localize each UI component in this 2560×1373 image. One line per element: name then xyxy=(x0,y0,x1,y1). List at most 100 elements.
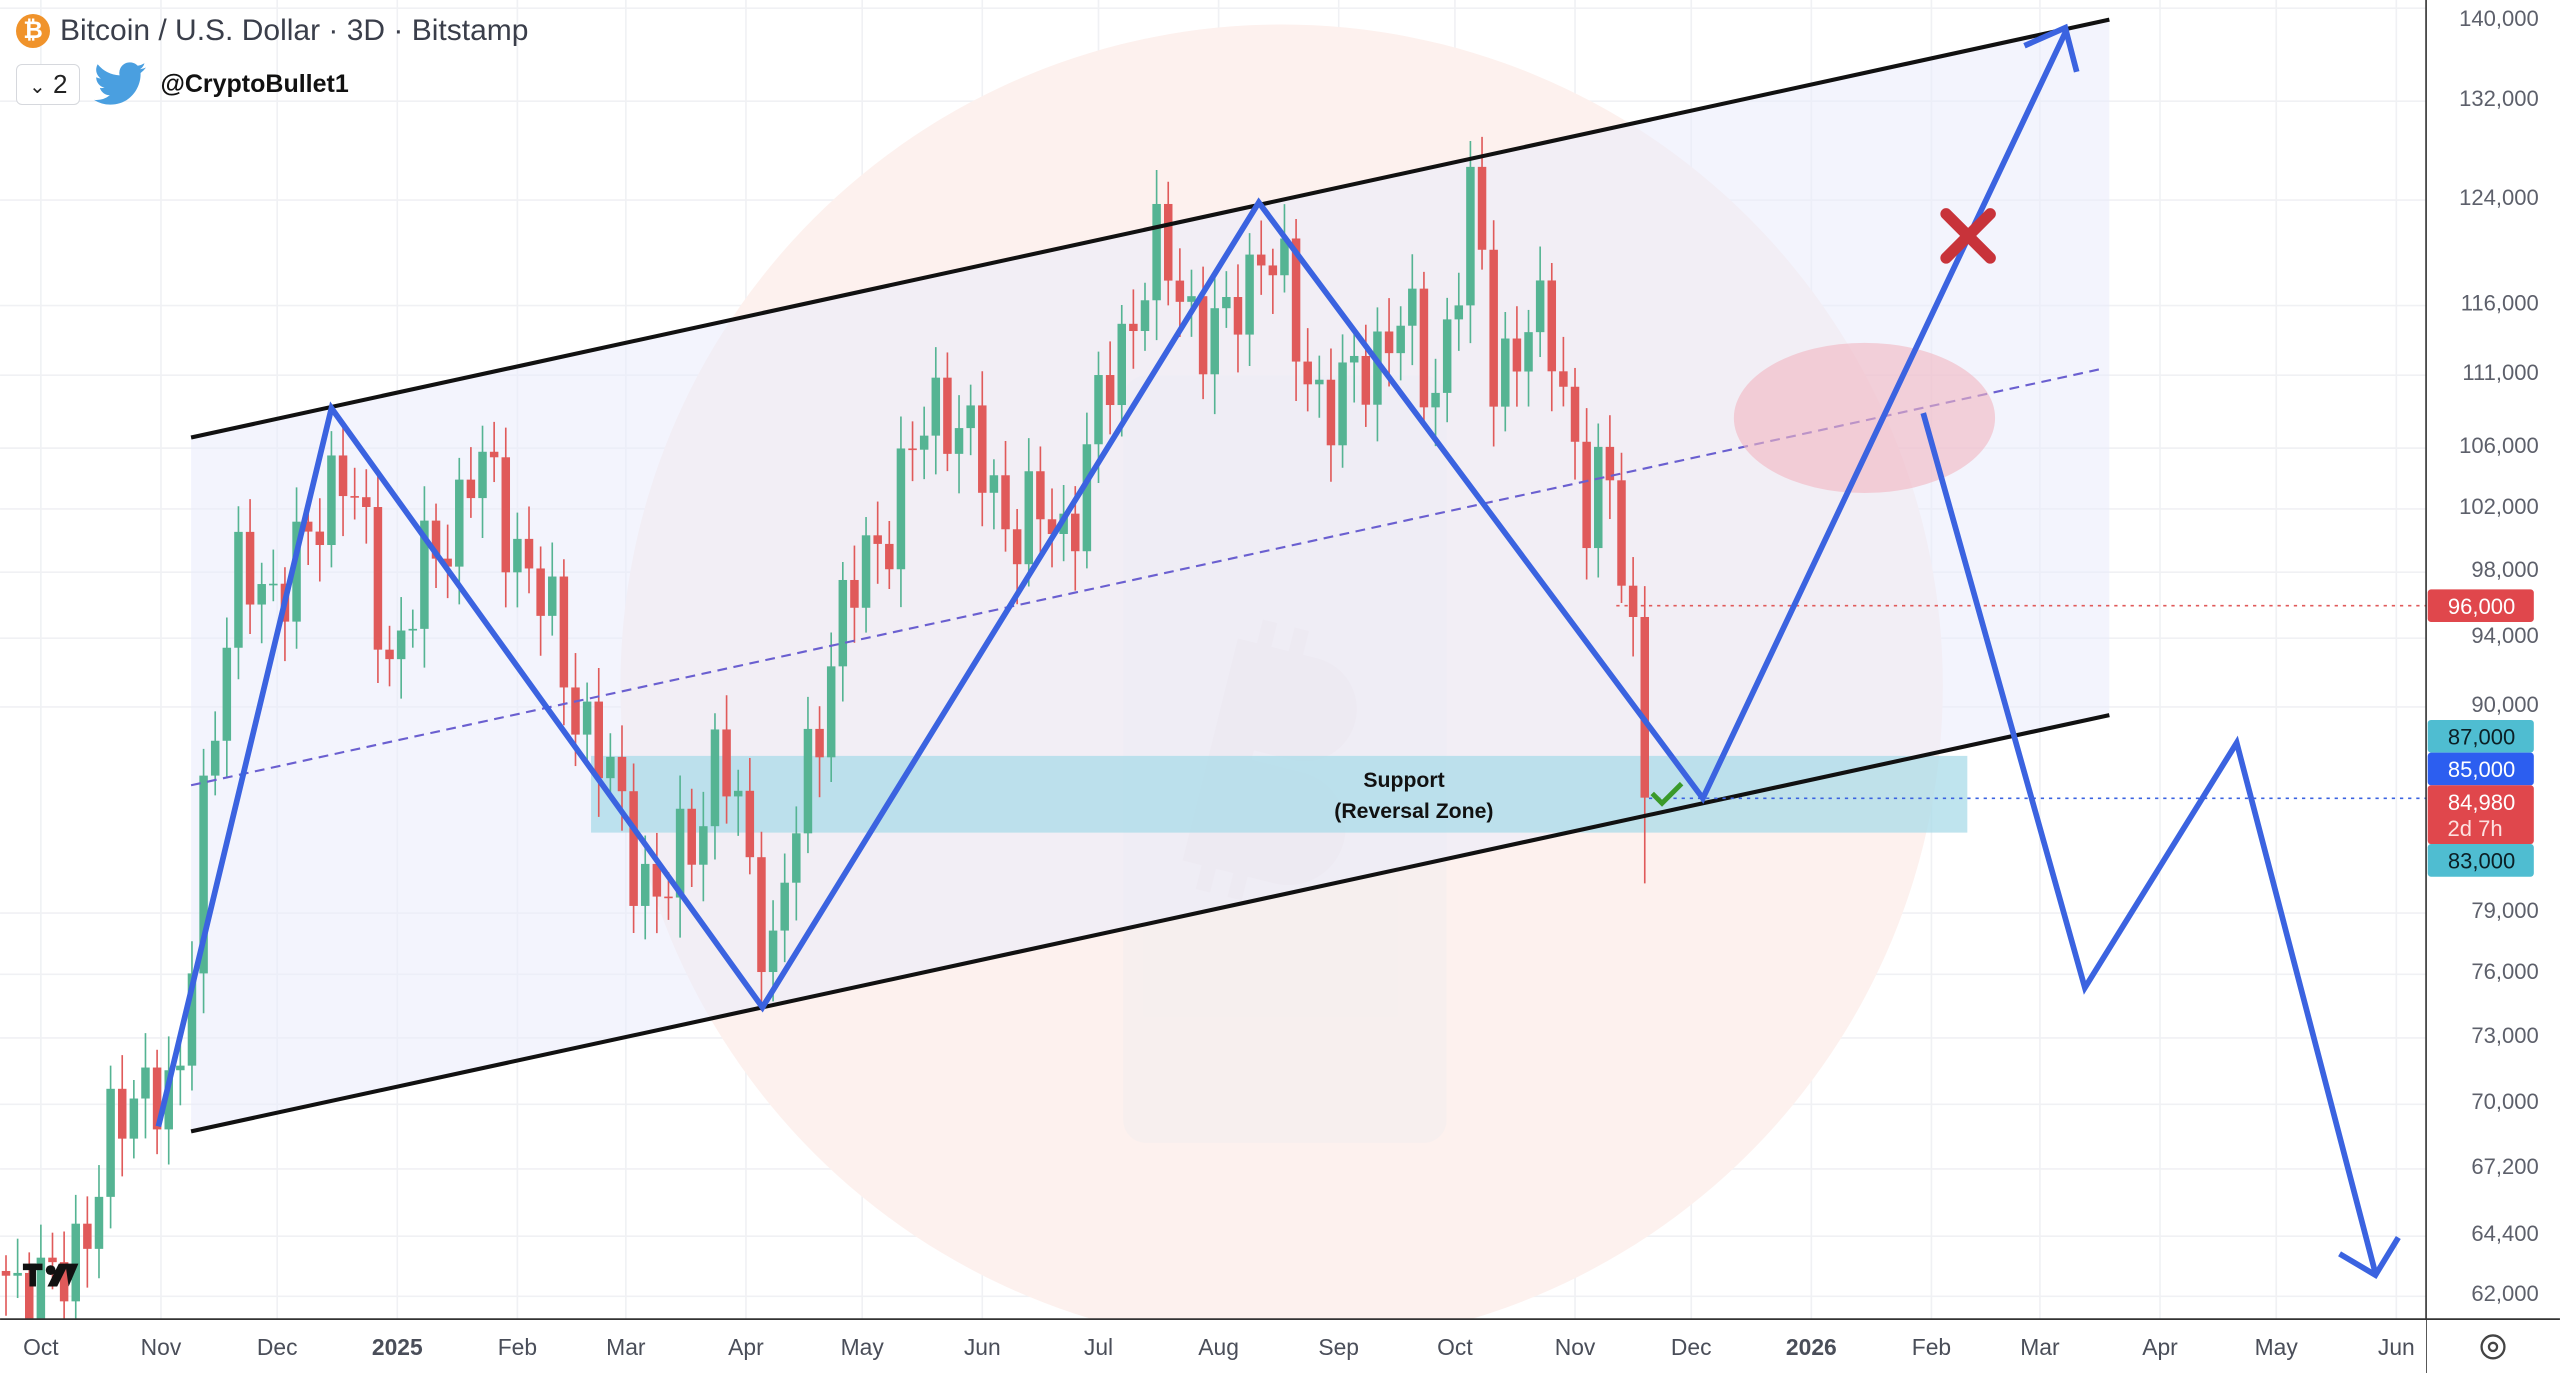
candle xyxy=(1512,306,1522,407)
candle xyxy=(257,562,266,644)
candle xyxy=(1233,264,1243,373)
candle xyxy=(152,1049,162,1155)
channel-lower-line[interactable] xyxy=(190,713,2110,1134)
support-zone[interactable] xyxy=(591,755,1968,833)
settings-icon[interactable] xyxy=(2480,1334,2506,1360)
y-tick-label: 73,000 xyxy=(2471,1023,2538,1048)
candle xyxy=(548,542,557,636)
candle xyxy=(919,406,929,480)
candle xyxy=(222,617,232,779)
candle xyxy=(768,900,778,1002)
candle xyxy=(1442,297,1452,423)
x-tick-label: Nov xyxy=(141,1334,182,1360)
candle xyxy=(1047,488,1057,568)
y-tick-label: 70,000 xyxy=(2471,1089,2538,1114)
arrow-head-up-icon xyxy=(2023,23,2080,73)
candle xyxy=(1617,452,1626,603)
candle xyxy=(373,475,383,684)
svg-text:84,980: 84,980 xyxy=(2448,790,2515,815)
price-axis[interactable] xyxy=(2426,0,2560,1320)
x-tick-label: Mar xyxy=(606,1334,646,1360)
y-tick-label: 64,400 xyxy=(2471,1221,2538,1246)
candle xyxy=(1001,440,1010,552)
x-tick-label: Apr xyxy=(2142,1334,2178,1360)
y-tick-label: 94,000 xyxy=(2471,623,2538,648)
x-tick-label: Feb xyxy=(498,1334,537,1360)
svg-text:83,000: 83,000 xyxy=(2448,849,2515,874)
y-tick-label: 116,000 xyxy=(2461,290,2539,315)
candle xyxy=(455,457,464,605)
projection-path-bullish[interactable] xyxy=(155,31,2068,1128)
channel-upper-line[interactable] xyxy=(190,17,2110,440)
price-tag-zone-top: 87,000 xyxy=(2427,719,2534,753)
candle xyxy=(896,416,906,608)
candle xyxy=(1268,248,1278,314)
candle xyxy=(1349,327,1359,403)
x-tick-label: Aug xyxy=(1198,1334,1239,1360)
candle xyxy=(582,682,592,765)
x-tick-label: Jun xyxy=(2378,1334,2415,1360)
candle xyxy=(885,520,894,589)
y-tick-label: 106,000 xyxy=(2459,433,2539,458)
candle xyxy=(408,609,418,648)
y-tick-labels: 140,000 132,000 124,000 116,000 111,000 106,0… xyxy=(2459,6,2539,1306)
y-tick-label: 76,000 xyxy=(2471,959,2538,984)
candle xyxy=(1187,269,1196,337)
candle xyxy=(954,395,964,494)
candle xyxy=(362,469,371,544)
y-tick-label: 62,000 xyxy=(2471,1281,2538,1306)
candle xyxy=(1489,220,1498,447)
chevron-down-icon: ⌄ xyxy=(29,75,46,98)
candle xyxy=(873,501,882,584)
candle xyxy=(1535,246,1545,358)
candle xyxy=(94,1165,104,1279)
candle xyxy=(989,459,999,530)
candle xyxy=(675,775,685,938)
candle xyxy=(466,447,476,518)
candle xyxy=(931,347,941,475)
candle xyxy=(269,549,278,602)
symbol-header: ₿ Bitcoin / U.S. Dollar · 3D · Bitstamp xyxy=(16,14,528,48)
candle xyxy=(187,941,197,1091)
candle xyxy=(1256,220,1266,295)
candle xyxy=(489,421,499,483)
candle xyxy=(513,512,522,608)
x-tick-label: Feb xyxy=(1912,1334,1951,1360)
candle xyxy=(1594,423,1603,578)
y-tick-label: 67,200 xyxy=(2471,1154,2538,1179)
x-tick-label: Oct xyxy=(23,1334,59,1360)
indicators-toggle-button[interactable]: ⌄ 2 xyxy=(16,63,81,105)
candle xyxy=(315,498,325,582)
candle xyxy=(1454,272,1464,351)
candle xyxy=(1431,358,1440,447)
candle xyxy=(1570,367,1580,480)
candle xyxy=(1384,298,1394,387)
svg-text:87,000: 87,000 xyxy=(2448,724,2515,749)
candle xyxy=(826,632,836,783)
time-axis[interactable] xyxy=(0,1319,2427,1373)
author-handle: @CryptoBullet1 xyxy=(160,69,349,98)
projection-path-bearish[interactable] xyxy=(1920,412,2379,1275)
x-tick-label: Dec xyxy=(1671,1334,1712,1360)
y-tick-label: 132,000 xyxy=(2459,86,2539,111)
candle xyxy=(733,769,743,836)
candle xyxy=(199,748,208,1014)
bitcoin-icon: ₿ xyxy=(16,14,50,48)
candle xyxy=(1082,412,1092,569)
candle xyxy=(385,625,394,687)
candle xyxy=(1105,341,1115,435)
candle xyxy=(978,371,987,527)
twitter-bird-icon xyxy=(94,62,147,105)
candle xyxy=(1419,271,1429,425)
candle-countdown: 2d 7h xyxy=(2448,816,2503,841)
x-tick-label: Nov xyxy=(1555,1334,1596,1360)
candle xyxy=(908,421,917,482)
candle xyxy=(327,431,336,568)
x-tick-label: 2026 xyxy=(1786,1334,1837,1360)
rejection-ellipse[interactable] xyxy=(1733,342,1996,494)
x-tick-label: 2025 xyxy=(372,1334,423,1360)
candle xyxy=(1477,136,1487,270)
candle xyxy=(652,832,662,934)
candle xyxy=(803,696,813,854)
